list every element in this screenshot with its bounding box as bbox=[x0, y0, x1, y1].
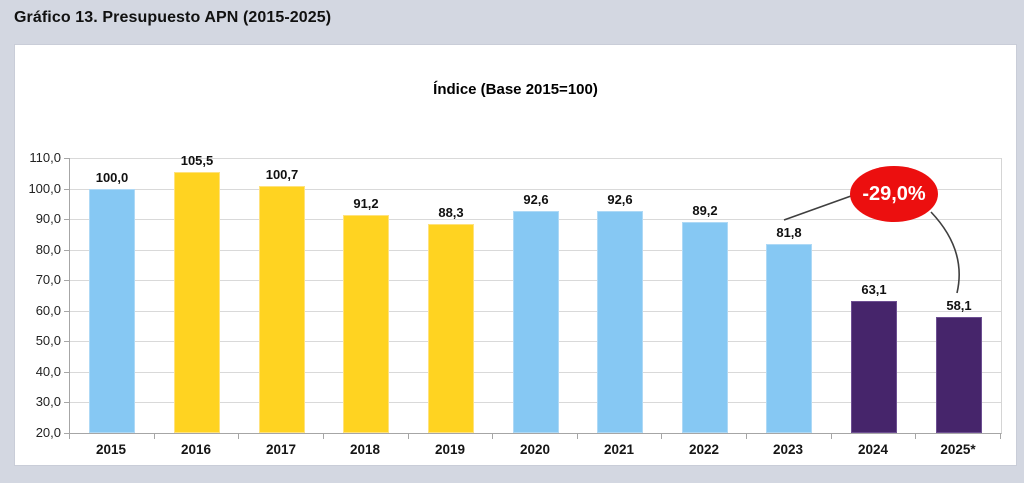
bar-value-label: 88,3 bbox=[438, 205, 464, 220]
bar-2021 bbox=[597, 211, 643, 433]
bar-value-label: 105,5 bbox=[180, 153, 214, 168]
gridline bbox=[70, 158, 1001, 159]
x-axis-tick bbox=[831, 434, 832, 439]
bar-value-label: 91,2 bbox=[353, 196, 379, 211]
bar-2018 bbox=[343, 215, 389, 433]
x-axis-label-2017: 2017 bbox=[265, 442, 297, 457]
y-axis-label: 20,0 bbox=[35, 425, 61, 440]
x-axis-tick bbox=[238, 434, 239, 439]
y-axis-tick bbox=[64, 280, 69, 281]
bar-2022 bbox=[682, 222, 728, 433]
y-axis-label: 60,0 bbox=[35, 303, 61, 318]
y-axis-tick bbox=[64, 219, 69, 220]
x-axis-label-2018: 2018 bbox=[349, 442, 381, 457]
x-axis-label-2021: 2021 bbox=[603, 442, 635, 457]
bar-value-label: 89,2 bbox=[692, 203, 718, 218]
page-title: Gráfico 13. Presupuesto APN (2015-2025) bbox=[14, 9, 332, 26]
y-axis-tick bbox=[64, 433, 69, 434]
x-axis-label-2016: 2016 bbox=[180, 442, 212, 457]
bar-2025* bbox=[936, 317, 982, 433]
bar-2020 bbox=[513, 211, 559, 433]
x-axis-tick bbox=[69, 434, 70, 439]
bar-value-label: 100,0 bbox=[95, 170, 129, 185]
x-axis-tick bbox=[577, 434, 578, 439]
y-axis-label: 30,0 bbox=[35, 394, 61, 409]
plot-area: 100,0 105,5 100,7 91,2 88,3 92,6 92,6 89,2 81,8 6… bbox=[69, 153, 1002, 434]
x-axis-tick bbox=[323, 434, 324, 439]
y-axis-label: 110,0 bbox=[29, 150, 61, 165]
x-axis-label-2019: 2019 bbox=[434, 442, 466, 457]
y-axis-tick bbox=[64, 189, 69, 190]
y-axis-label: 80,0 bbox=[35, 242, 61, 257]
x-axis-tick bbox=[661, 434, 662, 439]
x-axis-label-2020: 2020 bbox=[519, 442, 551, 457]
x-axis-label-2024: 2024 bbox=[857, 442, 889, 457]
bar-2023 bbox=[766, 244, 812, 433]
x-axis-label-2022: 2022 bbox=[688, 442, 720, 457]
x-axis-tick bbox=[1000, 434, 1001, 439]
y-axis-tick bbox=[64, 311, 69, 312]
y-axis-tick bbox=[64, 250, 69, 251]
bar-value-label: 92,6 bbox=[523, 192, 549, 207]
bar-2017 bbox=[259, 186, 305, 433]
x-axis-label-2025*: 2025* bbox=[940, 442, 976, 457]
y-axis-label: 70,0 bbox=[35, 272, 61, 287]
bar-2016 bbox=[174, 172, 220, 433]
x-axis-tick bbox=[915, 434, 916, 439]
y-axis-label: 40,0 bbox=[35, 364, 61, 379]
bar-value-label: 100,7 bbox=[265, 167, 299, 182]
y-axis-tick bbox=[64, 158, 69, 159]
chart-title: Índice (Base 2015=100) bbox=[433, 81, 598, 98]
bar-value-label: 58,1 bbox=[946, 298, 972, 313]
y-axis-label: 90,0 bbox=[35, 211, 61, 226]
y-axis-tick bbox=[64, 402, 69, 403]
x-axis-tick bbox=[492, 434, 493, 439]
y-axis-label: 50,0 bbox=[35, 333, 61, 348]
y-axis-tick bbox=[64, 372, 69, 373]
y-axis-label: 100,0 bbox=[28, 181, 61, 196]
bar-2015 bbox=[89, 189, 135, 433]
bar-value-label: 63,1 bbox=[861, 282, 887, 297]
bar-2024 bbox=[851, 301, 897, 433]
x-axis-label-2015: 2015 bbox=[95, 442, 127, 457]
x-axis-label-2023: 2023 bbox=[772, 442, 804, 457]
x-axis-tick bbox=[746, 434, 747, 439]
x-axis-tick bbox=[154, 434, 155, 439]
bar-value-label: 81,8 bbox=[776, 225, 802, 240]
bar-value-label: 92,6 bbox=[607, 192, 633, 207]
y-axis-tick bbox=[64, 341, 69, 342]
gridline bbox=[70, 189, 1001, 190]
chart-panel: Índice (Base 2015=100) 100,0 105,5 100,7 91… bbox=[14, 44, 1017, 466]
x-axis-tick bbox=[408, 434, 409, 439]
bar-2019 bbox=[428, 224, 474, 433]
annotation-callout-text: -29,0% bbox=[862, 182, 926, 205]
annotation-callout: -29,0% bbox=[850, 166, 938, 222]
